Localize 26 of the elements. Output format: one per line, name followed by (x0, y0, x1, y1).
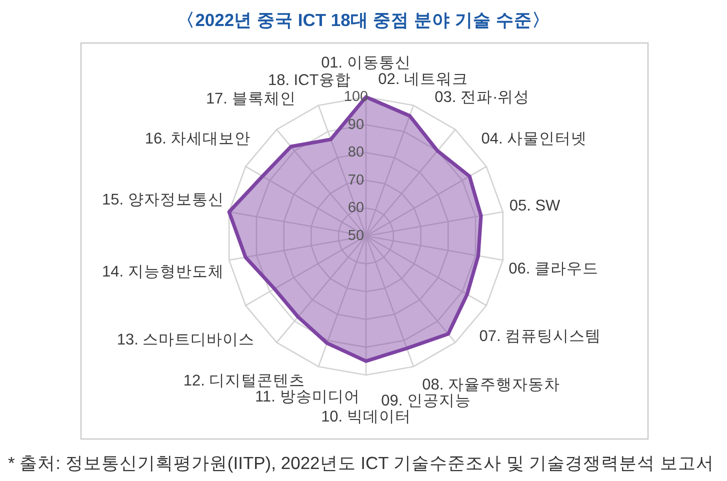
spoke-label: 03. 전파·위성 (434, 89, 530, 106)
spoke-label: 02. 네트워크 (378, 70, 468, 88)
y-tick-label: 80 (348, 144, 364, 161)
spoke-label: 18. ICT융합 (268, 72, 351, 89)
spoke-label: 12. 디지털콘텐츠 (183, 372, 306, 390)
spoke-label: 13. 스마트디바이스 (116, 332, 255, 349)
spoke-label: 05. SW (509, 198, 561, 215)
chart-title: 〈2022년 중국 ICT 18대 중점 분야 기술 수준〉 (177, 10, 550, 30)
y-tick-label: 60 (348, 200, 364, 216)
spoke-label: 15. 양자정보통신 (102, 192, 224, 209)
spoke-label: 04. 사물인터넷 (481, 130, 588, 148)
text: * 출처: 정보통신기획평가원(IITP), 2022년도 ICT 기술수준조사 및 기술경쟁력분석 보고서 (8, 453, 714, 473)
spoke-label: 01. 이동통신 (321, 54, 411, 72)
spoke-label: 17. 블록체인 (206, 90, 296, 108)
spoke-label: 14. 지능형반도체 (102, 263, 224, 280)
spoke-label: 08. 자율주행자동차 (422, 376, 560, 394)
y-tick-label: 100 (344, 89, 368, 105)
spoke-label: 09. 인공지능 (381, 392, 472, 410)
spoke-label: 11. 방송미디어 (255, 388, 360, 406)
spoke-label: 16. 차세대보안 (144, 130, 251, 148)
spoke-label: 07. 컴퓨팅시스템 (479, 328, 602, 346)
y-tick-label: 90 (348, 116, 364, 133)
spoke-label: 06. 클라우드 (508, 260, 598, 278)
y-tick-label: 70 (348, 172, 364, 188)
spoke-label: 10. 빅데이터 (321, 408, 411, 426)
y-tick-label: 50 (348, 228, 364, 244)
